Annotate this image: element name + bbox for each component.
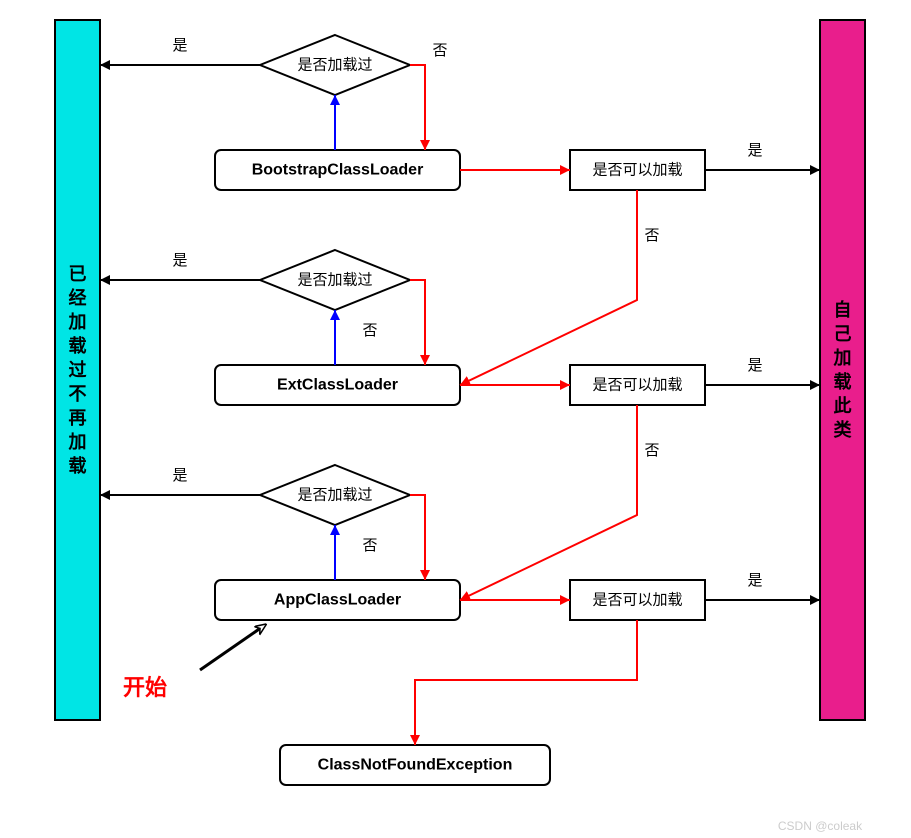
edge-can2-no-app <box>460 405 637 600</box>
edge-label-d1-no-boot: 否 <box>432 42 447 59</box>
label-app: AppClassLoader <box>274 592 401 609</box>
label-rightBar-char1: 己 <box>834 324 852 344</box>
label-ext: ExtClassLoader <box>277 377 398 394</box>
edge-label-can1-right: 是 <box>747 142 762 159</box>
label-leftBar-char2: 加 <box>68 312 87 332</box>
watermark: CSDN @coleak <box>778 819 863 833</box>
label-canload1: 是否可以加载 <box>592 162 682 179</box>
label-diamond3: 是否加载过 <box>297 487 372 504</box>
label-leftBar-char4: 过 <box>69 359 87 380</box>
label-rightBar-char3: 载 <box>834 371 852 392</box>
edge-label-can2-no-app: 否 <box>644 442 659 459</box>
label-exception: ClassNotFoundException <box>318 757 513 774</box>
edge-label-can3-right: 是 <box>747 572 762 589</box>
label-canload3: 是否可以加载 <box>592 592 682 609</box>
label-diamond2: 是否加载过 <box>297 272 372 289</box>
edge-d3-no-app <box>410 495 425 580</box>
edge-can3-no-exc <box>415 620 637 745</box>
label-leftBar-char7: 加 <box>68 432 87 452</box>
start-label: 开始 <box>123 675 167 700</box>
edge-d1-no-boot <box>410 65 425 150</box>
label-canload2: 是否可以加载 <box>592 377 682 394</box>
edge-label-d3-no-app: 否 <box>362 537 377 554</box>
node-rightBar <box>820 20 865 720</box>
edge-label-d2-left: 是 <box>172 252 187 269</box>
label-leftBar-char5: 不 <box>69 384 87 404</box>
label-leftBar-char6: 再 <box>69 408 87 428</box>
label-rightBar-char2: 加 <box>833 348 852 368</box>
edge-label-d2-no-ext: 否 <box>362 322 377 339</box>
label-rightBar-char4: 此 <box>834 395 852 416</box>
label-rightBar-char0: 自 <box>834 299 852 320</box>
edge-label-d1-left: 是 <box>172 37 187 54</box>
label-rightBar-char5: 类 <box>834 419 853 440</box>
edge-label-can1-no-ext: 否 <box>644 227 659 244</box>
label-diamond1: 是否加载过 <box>297 57 372 74</box>
edge-can1-no-ext <box>460 190 637 385</box>
label-leftBar-char0: 已 <box>69 264 87 284</box>
edge-label-d3-left: 是 <box>172 467 187 484</box>
label-leftBar-char3: 载 <box>69 335 87 356</box>
edge-start-app <box>200 625 265 670</box>
edge-d2-no-ext <box>410 280 425 365</box>
edge-label-can2-right: 是 <box>747 357 762 374</box>
flowchart-canvas: 已经加载过不再加载自己加载此类是否加载过是否加载过是否加载过BootstrapC… <box>0 0 911 838</box>
label-leftBar-char8: 载 <box>69 455 87 476</box>
label-bootstrap: BootstrapClassLoader <box>252 162 424 179</box>
label-leftBar-char1: 经 <box>69 287 87 308</box>
